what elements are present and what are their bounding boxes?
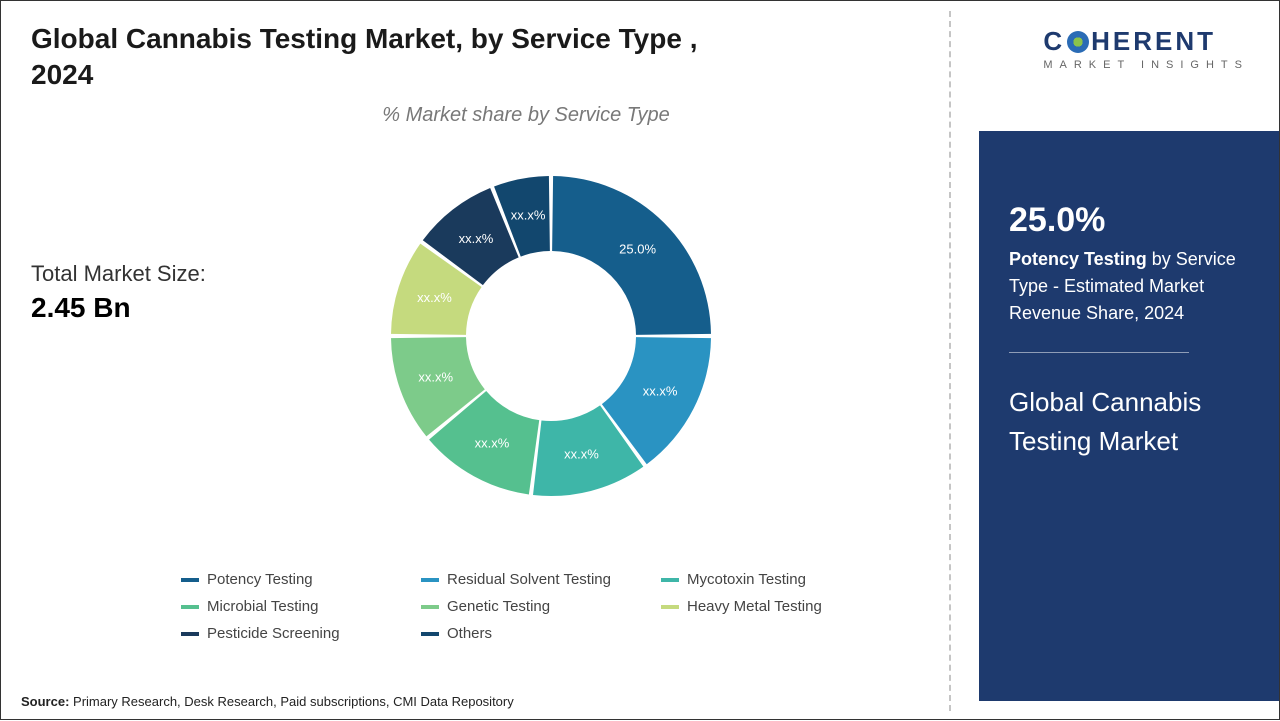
- legend-label: Potency Testing: [207, 571, 313, 588]
- legend-label: Heavy Metal Testing: [687, 598, 822, 615]
- source-label: Source:: [21, 694, 69, 709]
- legend-swatch: [181, 605, 199, 609]
- logo-o-icon: [1067, 31, 1089, 53]
- legend-swatch: [421, 632, 439, 636]
- legend-label: Genetic Testing: [447, 598, 550, 615]
- legend-item: Genetic Testing: [421, 598, 631, 615]
- slice-label: xx.x%: [417, 290, 452, 305]
- highlight-box: 25.0% Potency Testing by Service Type - …: [979, 131, 1279, 701]
- legend-swatch: [661, 605, 679, 609]
- highlight-desc: Potency Testing by Service Type - Estima…: [1009, 246, 1249, 327]
- legend-swatch: [181, 578, 199, 582]
- legend-label: Residual Solvent Testing: [447, 571, 611, 588]
- legend-label: Pesticide Screening: [207, 625, 340, 642]
- slice-label: 25.0%: [619, 241, 656, 256]
- market-size-label: Total Market Size:: [31, 261, 206, 287]
- market-size-block: Total Market Size: 2.45 Bn: [31, 261, 206, 324]
- highlight-market-name: Global Cannabis Testing Market: [1009, 383, 1249, 461]
- legend-swatch: [421, 605, 439, 609]
- legend-item: Heavy Metal Testing: [661, 598, 871, 615]
- slice-label: xx.x%: [511, 208, 546, 223]
- slice-label: xx.x%: [643, 384, 678, 399]
- highlight-divider: [1009, 352, 1189, 353]
- legend-swatch: [661, 578, 679, 582]
- legend-label: Others: [447, 625, 492, 642]
- slice-label: xx.x%: [459, 231, 494, 246]
- source-text: Primary Research, Desk Research, Paid su…: [73, 694, 514, 709]
- legend-item: Pesticide Screening: [181, 625, 391, 642]
- legend-row: Microbial Testing Genetic Testing Heavy Me…: [181, 598, 901, 615]
- legend-item: Residual Solvent Testing: [421, 571, 631, 588]
- legend-label: Microbial Testing: [207, 598, 318, 615]
- chart-title: Global Cannabis Testing Market, by Servi…: [31, 21, 731, 94]
- legend-label: Mycotoxin Testing: [687, 571, 806, 588]
- legend-swatch: [181, 632, 199, 636]
- slice-label: xx.x%: [418, 369, 453, 384]
- slice-label: xx.x%: [564, 447, 599, 462]
- chart-legend: Potency Testing Residual Solvent Testing M…: [181, 571, 901, 652]
- legend-row: Potency Testing Residual Solvent Testing M…: [181, 571, 901, 588]
- right-panel: C HERENT MARKET INSIGHTS 25.0% Potency T…: [954, 1, 1279, 721]
- source-line: Source: Primary Research, Desk Research,…: [21, 694, 514, 709]
- legend-item: Others: [421, 625, 631, 642]
- logo-main: C HERENT: [1043, 26, 1249, 57]
- chart-subtitle: % Market share by Service Type: [131, 104, 921, 127]
- legend-item: Mycotoxin Testing: [661, 571, 871, 588]
- logo-sub: MARKET INSIGHTS: [1043, 59, 1249, 71]
- vertical-divider: [949, 11, 951, 711]
- legend-item: Potency Testing: [181, 571, 391, 588]
- legend-item: Microbial Testing: [181, 598, 391, 615]
- highlight-bold: Potency Testing: [1009, 249, 1147, 269]
- slice-label: xx.x%: [475, 435, 510, 450]
- main-area: Global Cannabis Testing Market, by Servi…: [1, 1, 951, 721]
- legend-swatch: [421, 578, 439, 582]
- market-size-value: 2.45 Bn: [31, 292, 206, 324]
- donut-chart: 25.0% xx.x% xx.x% xx.x% xx.x% xx.x% xx.x% xx.x%: [381, 166, 721, 506]
- highlight-pct: 25.0%: [1009, 201, 1249, 240]
- legend-row: Pesticide Screening Others: [181, 625, 901, 642]
- infographic-container: Global Cannabis Testing Market, by Servi…: [0, 0, 1280, 720]
- brand-logo: C HERENT MARKET INSIGHTS: [1043, 26, 1249, 71]
